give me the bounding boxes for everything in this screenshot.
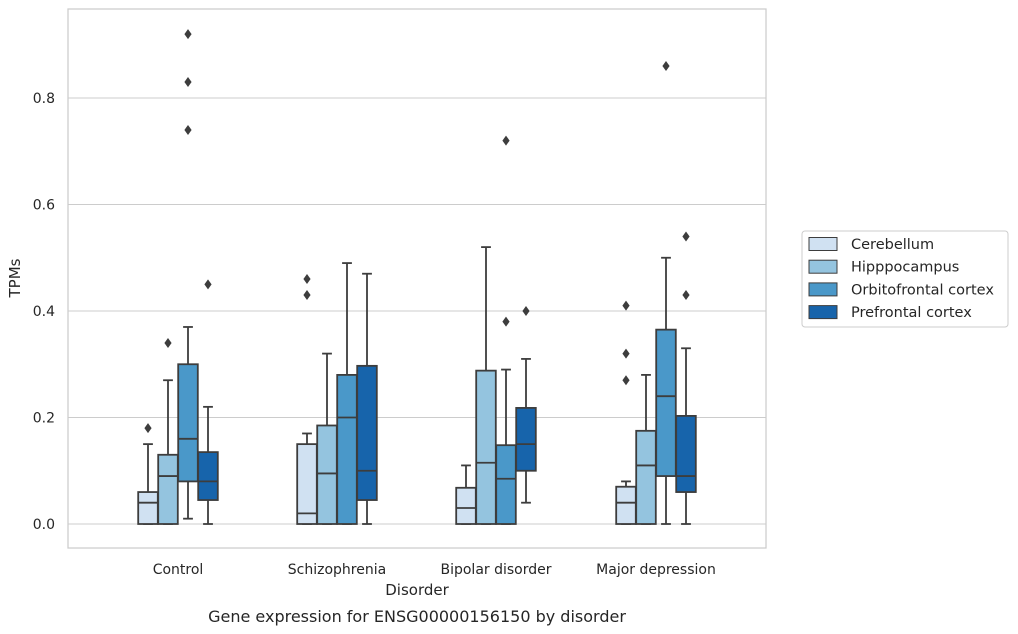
y-axis-label: TPMs bbox=[6, 258, 24, 298]
outlier-point bbox=[303, 290, 311, 301]
x-tick-label: Bipolar disorder bbox=[440, 562, 551, 578]
outlier-point bbox=[622, 375, 630, 386]
legend-label: Cerebellum bbox=[851, 237, 934, 253]
outlier-point bbox=[622, 348, 630, 359]
box-body bbox=[495, 444, 517, 525]
y-tick-labels: 0.0 0.2 0.4 0.6 0.8 bbox=[33, 91, 55, 533]
y-tick-label: 0.4 bbox=[33, 304, 55, 320]
legend: Cerebellum Hipppocampus Orbitofrontal cort… bbox=[801, 230, 1009, 328]
y-tick-label: 0.0 bbox=[33, 517, 55, 533]
box-body bbox=[615, 485, 637, 525]
box-body bbox=[197, 451, 219, 501]
outlier-point bbox=[662, 61, 670, 72]
legend-swatch bbox=[808, 305, 838, 320]
y-tick-label: 0.8 bbox=[33, 91, 55, 107]
outlier-point bbox=[184, 77, 192, 88]
outlier-point bbox=[502, 135, 510, 146]
x-tick-labels: Control Schizophrenia Bipolar disorder Majo… bbox=[153, 562, 716, 578]
y-tick-label: 0.2 bbox=[33, 411, 55, 427]
outlier-point bbox=[622, 300, 630, 311]
chart-caption: Gene expression for ENSG00000156150 by d… bbox=[208, 607, 626, 626]
box-body bbox=[316, 424, 338, 525]
outlier-point bbox=[204, 279, 212, 290]
x-tick-label: Control bbox=[153, 562, 204, 578]
outlier-point bbox=[184, 124, 192, 135]
box-body bbox=[177, 363, 199, 483]
box-body bbox=[635, 429, 657, 525]
legend-swatch bbox=[808, 282, 838, 297]
box-body bbox=[515, 407, 537, 472]
outlier-point bbox=[144, 423, 152, 434]
box-body bbox=[336, 373, 358, 525]
legend-swatch bbox=[808, 259, 838, 274]
legend-label: Hipppocampus bbox=[851, 260, 959, 276]
box-body bbox=[296, 443, 318, 525]
outlier-point bbox=[184, 29, 192, 40]
box-body bbox=[475, 369, 497, 525]
legend-frame bbox=[801, 230, 1009, 328]
outlier-point bbox=[502, 316, 510, 327]
box-body bbox=[356, 364, 378, 501]
box-body bbox=[655, 328, 677, 477]
outlier-point bbox=[164, 337, 172, 348]
box-series-group bbox=[137, 29, 697, 525]
outlier-point bbox=[682, 231, 690, 242]
outlier-point bbox=[303, 274, 311, 285]
x-tick-label: Major depression bbox=[596, 562, 716, 578]
plot-frame bbox=[67, 8, 767, 549]
x-tick-label: Schizophrenia bbox=[288, 562, 386, 578]
outlier-point bbox=[522, 306, 530, 316]
y-tick-label: 0.6 bbox=[33, 198, 55, 214]
box-body bbox=[137, 491, 159, 525]
box-body bbox=[455, 486, 477, 525]
box-body bbox=[675, 415, 697, 493]
legend-label: Prefrontal cortex bbox=[851, 305, 972, 321]
legend-swatch bbox=[808, 237, 838, 251]
box-body bbox=[157, 453, 179, 525]
x-axis-label: Disorder bbox=[385, 581, 449, 599]
legend-label: Orbitofrontal cortex bbox=[851, 282, 994, 298]
outlier-point bbox=[682, 290, 690, 301]
